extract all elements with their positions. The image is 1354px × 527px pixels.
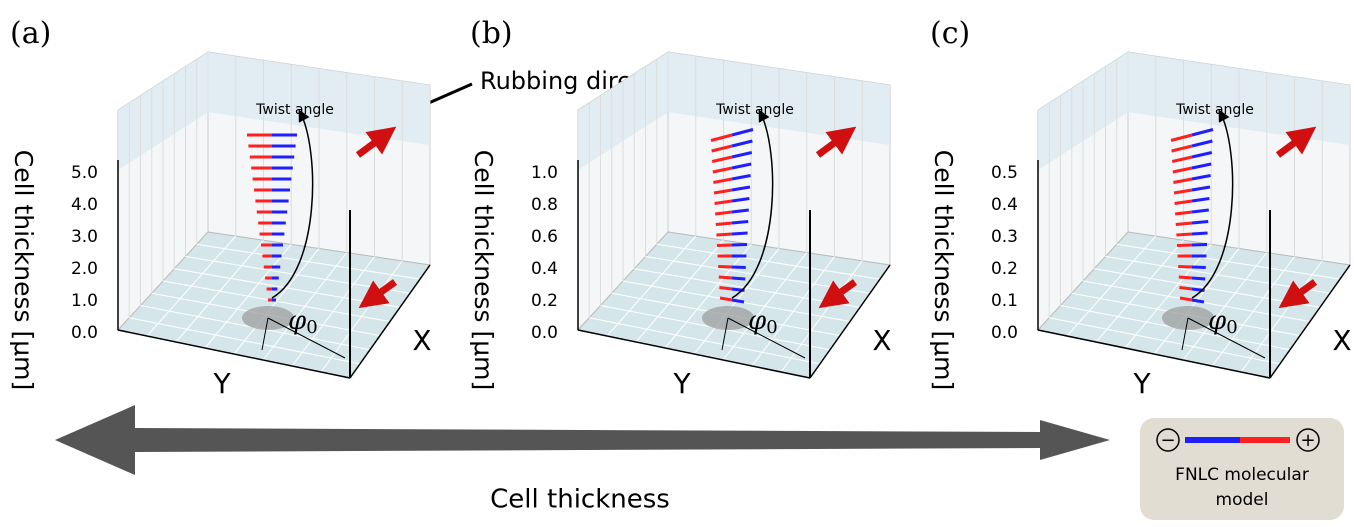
x-axis-label: X: [872, 324, 891, 357]
molecule-blue: [1192, 267, 1206, 268]
molecule-red: [720, 298, 732, 300]
molecule-red: [719, 288, 732, 290]
minus-sign: −: [1160, 430, 1175, 451]
axis-title: Cell thickness [μm]: [469, 150, 498, 390]
angle-subscript: 0: [1226, 317, 1237, 338]
thickness-arrow: [55, 405, 1110, 475]
panel: (c) 0.0 0.1 0.2 0.3 0.4 0.5 Cell thickness [μm]…: [929, 16, 1352, 400]
angle-symbol: φ: [288, 306, 307, 336]
molecule-blue: [1192, 300, 1204, 302]
tick-label: 0.2: [531, 291, 558, 311]
molecule-blue: [1192, 233, 1208, 234]
angle-symbol: φ: [748, 306, 767, 336]
molecule-blue: [732, 210, 749, 212]
legend-caption: model: [1216, 490, 1269, 510]
molecule-red: [1177, 245, 1192, 246]
molecule-red: [1176, 223, 1192, 225]
tick-label: 0.6: [531, 227, 558, 247]
tick-label: 3.0: [71, 227, 98, 247]
molecule-red: [1179, 277, 1192, 278]
molecule-red: [717, 245, 732, 246]
axis-title: Cell thickness [μm]: [9, 150, 38, 390]
y-axis-label: Y: [212, 367, 231, 400]
molecule-blue: [732, 300, 744, 302]
molecule-blue: [1192, 245, 1207, 246]
tick-label: 0.0: [531, 323, 558, 343]
molecule-red: [1175, 212, 1192, 214]
molecule-red: [719, 277, 732, 278]
tick-label: 0.0: [991, 323, 1018, 343]
tick-label: 0.2: [991, 259, 1018, 279]
tick-label: 2.0: [71, 259, 98, 279]
y-axis-label: Y: [1132, 367, 1151, 400]
x-axis-label: X: [1332, 324, 1351, 357]
molecule-red: [716, 223, 732, 225]
tick-label: 0.5: [991, 163, 1018, 183]
plus-sign: +: [1300, 430, 1315, 451]
twist-label: Twist angle: [1175, 102, 1254, 118]
molecule-blue: [732, 233, 748, 234]
angle-subscript: 0: [306, 317, 317, 338]
molecule-blue: [1192, 222, 1208, 224]
molecule-red: [1178, 267, 1192, 268]
tick-label: 0.4: [991, 195, 1018, 215]
panel-label: (c): [930, 16, 970, 51]
angle-symbol: φ: [1208, 306, 1227, 336]
molecule-red: [1179, 288, 1192, 290]
molecule-red: [716, 234, 732, 235]
tick-label: 0.8: [531, 195, 558, 215]
twist-label: Twist angle: [715, 102, 794, 118]
molecule-blue: [1192, 210, 1209, 212]
molecule-blue: [732, 267, 746, 268]
figure: Rubbing direction Cell thickness − + FNL…: [0, 0, 1354, 523]
molecule-red: [1176, 234, 1192, 235]
arrow-label: Cell thickness: [490, 485, 670, 515]
twist-label: Twist angle: [255, 102, 334, 118]
panel: (a) 0.0 1.0 2.0 3.0 4.0 5.0 Cell thickness [μm]…: [9, 16, 432, 400]
tick-label: 0.1: [991, 291, 1018, 311]
x-axis-label: X: [412, 324, 431, 357]
tick-label: 0.0: [71, 323, 98, 343]
tick-label: 0.3: [991, 227, 1018, 247]
molecule-blue: [732, 245, 747, 246]
tick-label: 0.4: [531, 259, 558, 279]
molecule-red: [718, 267, 732, 268]
angle-subscript: 0: [766, 317, 777, 338]
tick-label: 4.0: [71, 195, 98, 215]
molecule-red: [715, 212, 732, 214]
tick-label: 1.0: [71, 291, 98, 311]
molecule-red: [1180, 298, 1192, 300]
panel-label: (b): [470, 16, 513, 51]
molecule-blue: [732, 222, 748, 224]
molecule-blue: [732, 278, 745, 279]
molecule-blue: [1192, 278, 1205, 279]
axis-title: Cell thickness [μm]: [929, 150, 958, 390]
tick-label: 1.0: [531, 163, 558, 183]
panel-label: (a): [10, 16, 51, 51]
legend: − + FNLC molecular model: [1140, 418, 1344, 520]
tick-label: 5.0: [71, 163, 98, 183]
legend-caption: FNLC molecular: [1175, 465, 1309, 485]
y-axis-label: Y: [672, 367, 691, 400]
